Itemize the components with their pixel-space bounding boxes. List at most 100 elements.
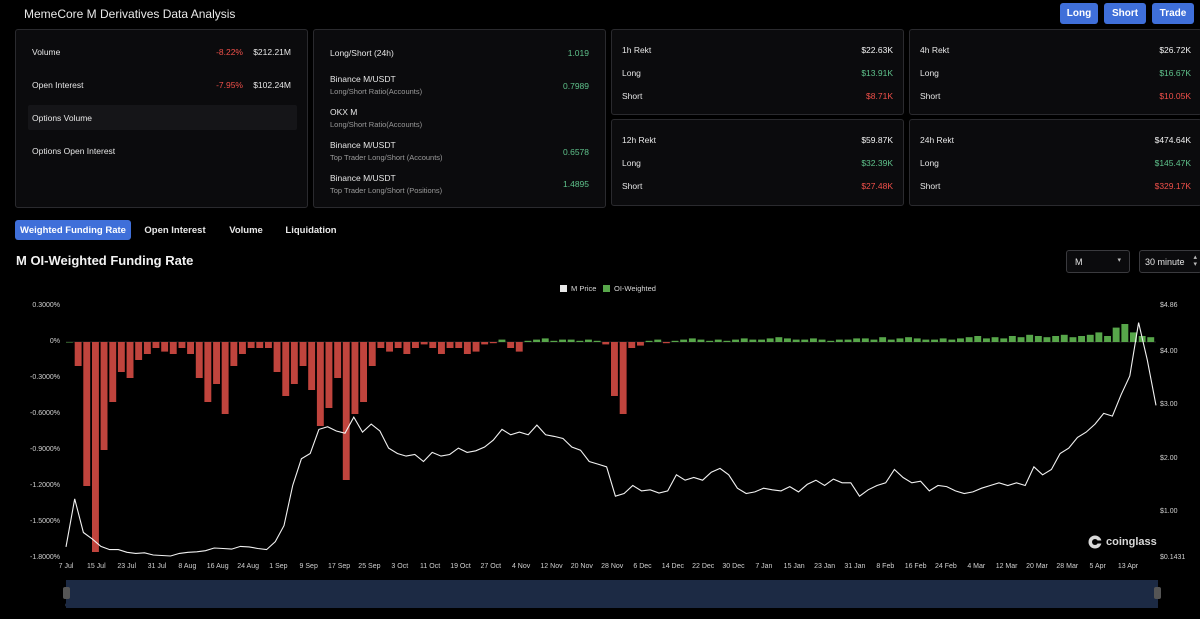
- rekt-4h-panel: 4h Rekt $26.72K Long $16.67K Short $10.0…: [909, 29, 1200, 115]
- funding-bar: [983, 338, 990, 342]
- rekt-long-value: $16.67K: [1159, 68, 1191, 78]
- funding-bar: [775, 337, 783, 342]
- tab-open-interest[interactable]: Open Interest: [144, 224, 206, 236]
- rekt-long-label: Long: [920, 158, 939, 168]
- funding-bar: [1069, 337, 1077, 342]
- funding-bar: [680, 339, 688, 342]
- funding-bar: [195, 342, 203, 378]
- x-axis-tick: 12 Nov: [540, 563, 563, 570]
- x-axis-tick: 31 Jul: [147, 563, 167, 570]
- rekt-long-label: Long: [622, 158, 641, 168]
- funding-bar: [169, 342, 177, 354]
- funding-bar: [152, 342, 160, 348]
- ratio-value: 1.4895: [563, 179, 589, 189]
- funding-bar: [931, 339, 938, 342]
- long-button[interactable]: Long: [1060, 3, 1098, 24]
- rekt-title: 12h Rekt: [622, 135, 657, 145]
- rekt-title: 4h Rekt: [920, 45, 950, 55]
- funding-bar: [498, 339, 506, 342]
- funding-bar: [1104, 336, 1111, 342]
- funding-bar: [143, 342, 151, 354]
- symbol-select[interactable]: M ▾: [1066, 250, 1130, 273]
- range-handle-right[interactable]: [1154, 587, 1161, 599]
- legend-label: OI-Weighted: [614, 284, 656, 293]
- funding-bar: [282, 342, 290, 396]
- funding-bar: [654, 339, 662, 342]
- x-axis-tick: 23 Jul: [117, 563, 137, 570]
- interval-select-value: 30 minute: [1145, 257, 1185, 267]
- funding-bar: [126, 342, 134, 378]
- funding-bar: [161, 342, 169, 352]
- rekt-short-value: $27.48K: [861, 181, 893, 191]
- range-navigator[interactable]: [66, 580, 1158, 608]
- x-axis-tick: 19 Oct: [450, 563, 471, 570]
- watermark-text: coinglass: [1106, 536, 1157, 548]
- x-axis-tick: 27 Oct: [480, 563, 502, 570]
- rekt-long-value: $145.47K: [1154, 158, 1191, 168]
- y-left-tick: -0.6000%: [30, 410, 60, 417]
- funding-bar: [100, 342, 108, 450]
- funding-bar: [965, 337, 973, 342]
- y-right-tick: $4.00: [1160, 348, 1178, 355]
- funding-bar: [758, 339, 765, 342]
- funding-bar: [645, 340, 653, 342]
- funding-bar: [697, 339, 705, 342]
- x-axis-tick: 15 Jan: [783, 563, 805, 570]
- x-axis-tick: 12 Mar: [995, 563, 1018, 570]
- chart-title: M OI-Weighted Funding Rate: [16, 253, 194, 268]
- funding-bar: [1008, 336, 1016, 342]
- legend-item-price[interactable]: M Price: [560, 284, 596, 293]
- rekt-total: $22.63K: [861, 45, 893, 55]
- ratio-subtitle: Long/Short Ratio(Accounts): [330, 120, 423, 129]
- x-axis-tick: 20 Mar: [1026, 563, 1048, 570]
- short-button[interactable]: Short: [1104, 3, 1146, 24]
- open-interest-label: Open Interest: [32, 80, 84, 90]
- funding-bar: [585, 339, 592, 342]
- tab-volume[interactable]: Volume: [229, 224, 263, 236]
- page-title: MemeCore M Derivatives Data Analysis: [24, 7, 236, 21]
- volume-change: -8.22%: [216, 47, 243, 57]
- funding-bar: [1112, 327, 1120, 342]
- funding-bar: [429, 342, 437, 348]
- ratio-value: 0.6578: [563, 147, 589, 157]
- tab-weighted-funding-rate[interactable]: Weighted Funding Rate: [15, 220, 131, 240]
- funding-bar: [593, 340, 601, 342]
- funding-bar: [948, 339, 956, 342]
- funding-bar: [481, 342, 489, 345]
- legend-swatch: [603, 285, 610, 292]
- y-right-tick: $0.1431: [1160, 554, 1186, 561]
- range-handle-left[interactable]: [63, 587, 70, 599]
- stats-panel: Volume -8.22% $212.21M Open Interest -7.…: [15, 29, 308, 208]
- x-axis-tick: 4 Nov: [511, 563, 531, 570]
- x-axis-tick: 25 Sep: [358, 563, 381, 570]
- rekt-title: 24h Rekt: [920, 135, 955, 145]
- funding-bar: [1026, 334, 1034, 342]
- rekt-long-value: $32.39K: [861, 158, 893, 168]
- funding-bar: [887, 339, 895, 342]
- funding-bar: [749, 339, 757, 342]
- legend-item-oi-weighted[interactable]: OI-Weighted: [603, 284, 656, 293]
- ratio-subtitle: Top Trader Long/Short (Positions): [330, 186, 443, 195]
- funding-bar: [377, 342, 385, 348]
- x-axis-tick: 9 Sep: [299, 563, 318, 570]
- funding-bar: [386, 342, 393, 352]
- rekt-title: 1h Rekt: [622, 45, 652, 55]
- funding-bar: [1060, 334, 1068, 342]
- rekt-short-value: $10.05K: [1159, 91, 1191, 101]
- funding-bar: [637, 342, 644, 346]
- rekt-short-label: Short: [920, 91, 941, 101]
- funding-bar: [957, 338, 964, 342]
- y-left-tick: -0.3000%: [30, 374, 60, 381]
- volume-value: $212.21M: [253, 47, 291, 57]
- interval-select[interactable]: 30 minute ▴ ▾: [1139, 250, 1200, 273]
- ratio-title: Binance M/USDT: [330, 173, 396, 183]
- ratio-value: 0.7989: [563, 81, 589, 91]
- tab-liquidation[interactable]: Liquidation: [285, 224, 337, 236]
- funding-bar: [524, 340, 532, 342]
- funding-bar: [1086, 334, 1094, 342]
- funding-bar: [991, 337, 999, 342]
- rekt-total: $26.72K: [1159, 45, 1191, 55]
- funding-bar: [83, 342, 91, 486]
- trade-button[interactable]: Trade: [1152, 3, 1194, 24]
